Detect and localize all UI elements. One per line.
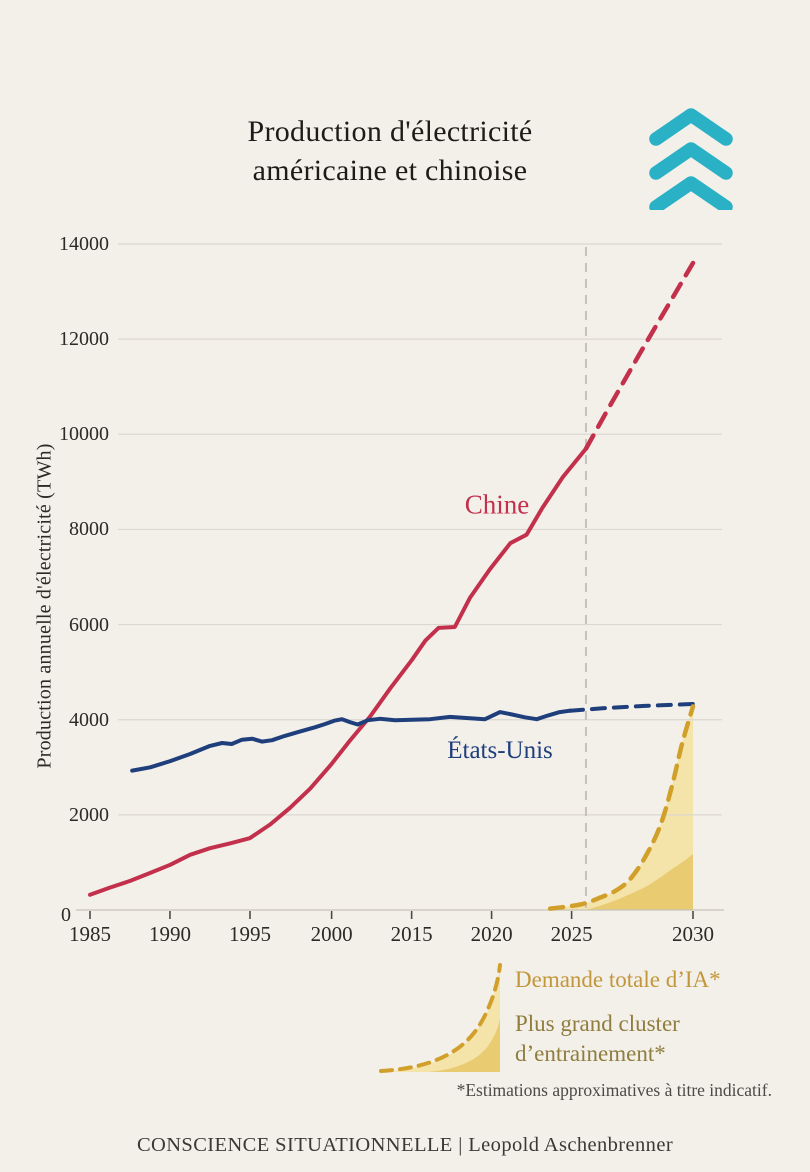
- y-axis-title: Production annuelle d'électricité (TWh): [33, 443, 56, 769]
- footer-credit: CONSCIENCE SITUATIONNELLE | Leopold Asch…: [136, 1134, 674, 1156]
- page-title-line1: Production d'électricité: [247, 115, 533, 148]
- series-label-united-states: États-Unis: [447, 737, 553, 764]
- page-title: Production d'électricité américaine et c…: [0, 112, 780, 190]
- area-plus-grand-cluster-d-entrainement: [585, 853, 693, 910]
- legend-item-ai-demand: Demande totale d’IA*: [515, 967, 721, 992]
- series-tats-unis: [130, 708, 572, 773]
- series-chine: [88, 446, 588, 897]
- page-title-line2: américaine et chinoise: [252, 154, 528, 187]
- triple-chevron-up-icon: [649, 108, 733, 210]
- series-label-china: Chine: [464, 489, 530, 520]
- area-demande-totale-d-ia: [550, 706, 693, 910]
- footnote: *Estimations approximatives à titre indi…: [456, 1080, 772, 1100]
- legend-item-training-cluster: Plus grand cluster d’entrainement*: [515, 1009, 680, 1069]
- series-demande-totale-d-ia: [547, 704, 696, 911]
- series-chine-projection: [583, 260, 696, 451]
- ai-demand-curve-icon: [379, 963, 502, 1073]
- legend-item-training-cluster-line2: d’entrainement*: [515, 1041, 666, 1066]
- series-tats-unis-projection: [568, 702, 695, 713]
- legend-item-training-cluster-line1: Plus grand cluster: [515, 1011, 680, 1036]
